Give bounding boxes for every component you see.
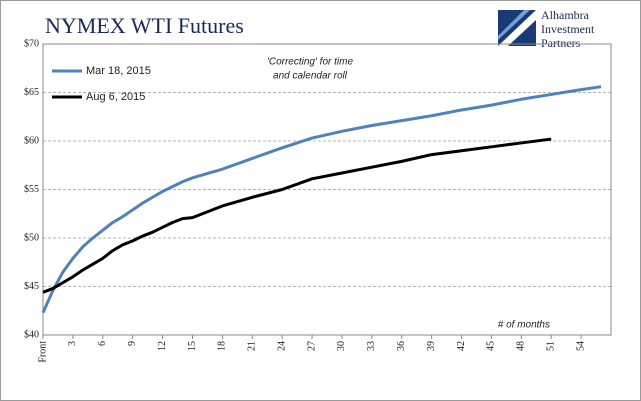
x-tick-label: Front <box>37 341 48 363</box>
logo-text: Partners <box>541 36 581 50</box>
x-tick-label: 33 <box>366 341 377 351</box>
y-tick-label: $40 <box>24 329 39 340</box>
x-tick-label: 54 <box>575 341 586 351</box>
y-tick-label: $70 <box>24 38 39 49</box>
x-tick-label: 45 <box>486 341 497 351</box>
annotation: and calendar roll <box>273 71 348 82</box>
series-line <box>42 137 552 294</box>
plot-frame <box>42 43 612 336</box>
logo-text: Alhambra <box>541 8 590 22</box>
x-tick-label: 21 <box>247 341 258 351</box>
x-tick-label: 15 <box>187 341 198 351</box>
x-tick-label: 18 <box>217 341 228 351</box>
chart-title: NYMEX WTI Futures <box>45 13 244 38</box>
x-tick-label: 39 <box>426 341 437 351</box>
x-tick-label: 30 <box>336 341 347 351</box>
x-tick-label: 51 <box>546 341 557 351</box>
x-tick-label: 48 <box>516 341 527 351</box>
y-tick-label: $50 <box>24 232 39 243</box>
legend-label: Aug 6, 2015 <box>86 91 145 103</box>
x-tick-label: 24 <box>276 341 287 351</box>
x-tick-label: 12 <box>157 341 168 351</box>
x-tick-label: 3 <box>67 341 78 346</box>
annotation: 'Correcting' for time <box>267 57 354 68</box>
y-tick-label: $45 <box>24 281 39 292</box>
x-tick-label: 9 <box>127 341 138 346</box>
x-axis-label: # of months <box>498 320 550 331</box>
y-tick-label: $65 <box>24 87 39 98</box>
x-tick-label: 27 <box>306 341 317 351</box>
x-tick-label: 6 <box>97 341 108 346</box>
x-tick-label: 42 <box>456 341 467 351</box>
series-line <box>41 85 602 314</box>
y-tick-label: $55 <box>24 184 39 195</box>
y-tick-label: $60 <box>24 135 39 146</box>
logo-text: Investment <box>541 22 595 36</box>
x-tick-label: 36 <box>396 341 407 351</box>
legend-label: Mar 18, 2015 <box>86 65 151 77</box>
logo-icon <box>498 10 536 46</box>
